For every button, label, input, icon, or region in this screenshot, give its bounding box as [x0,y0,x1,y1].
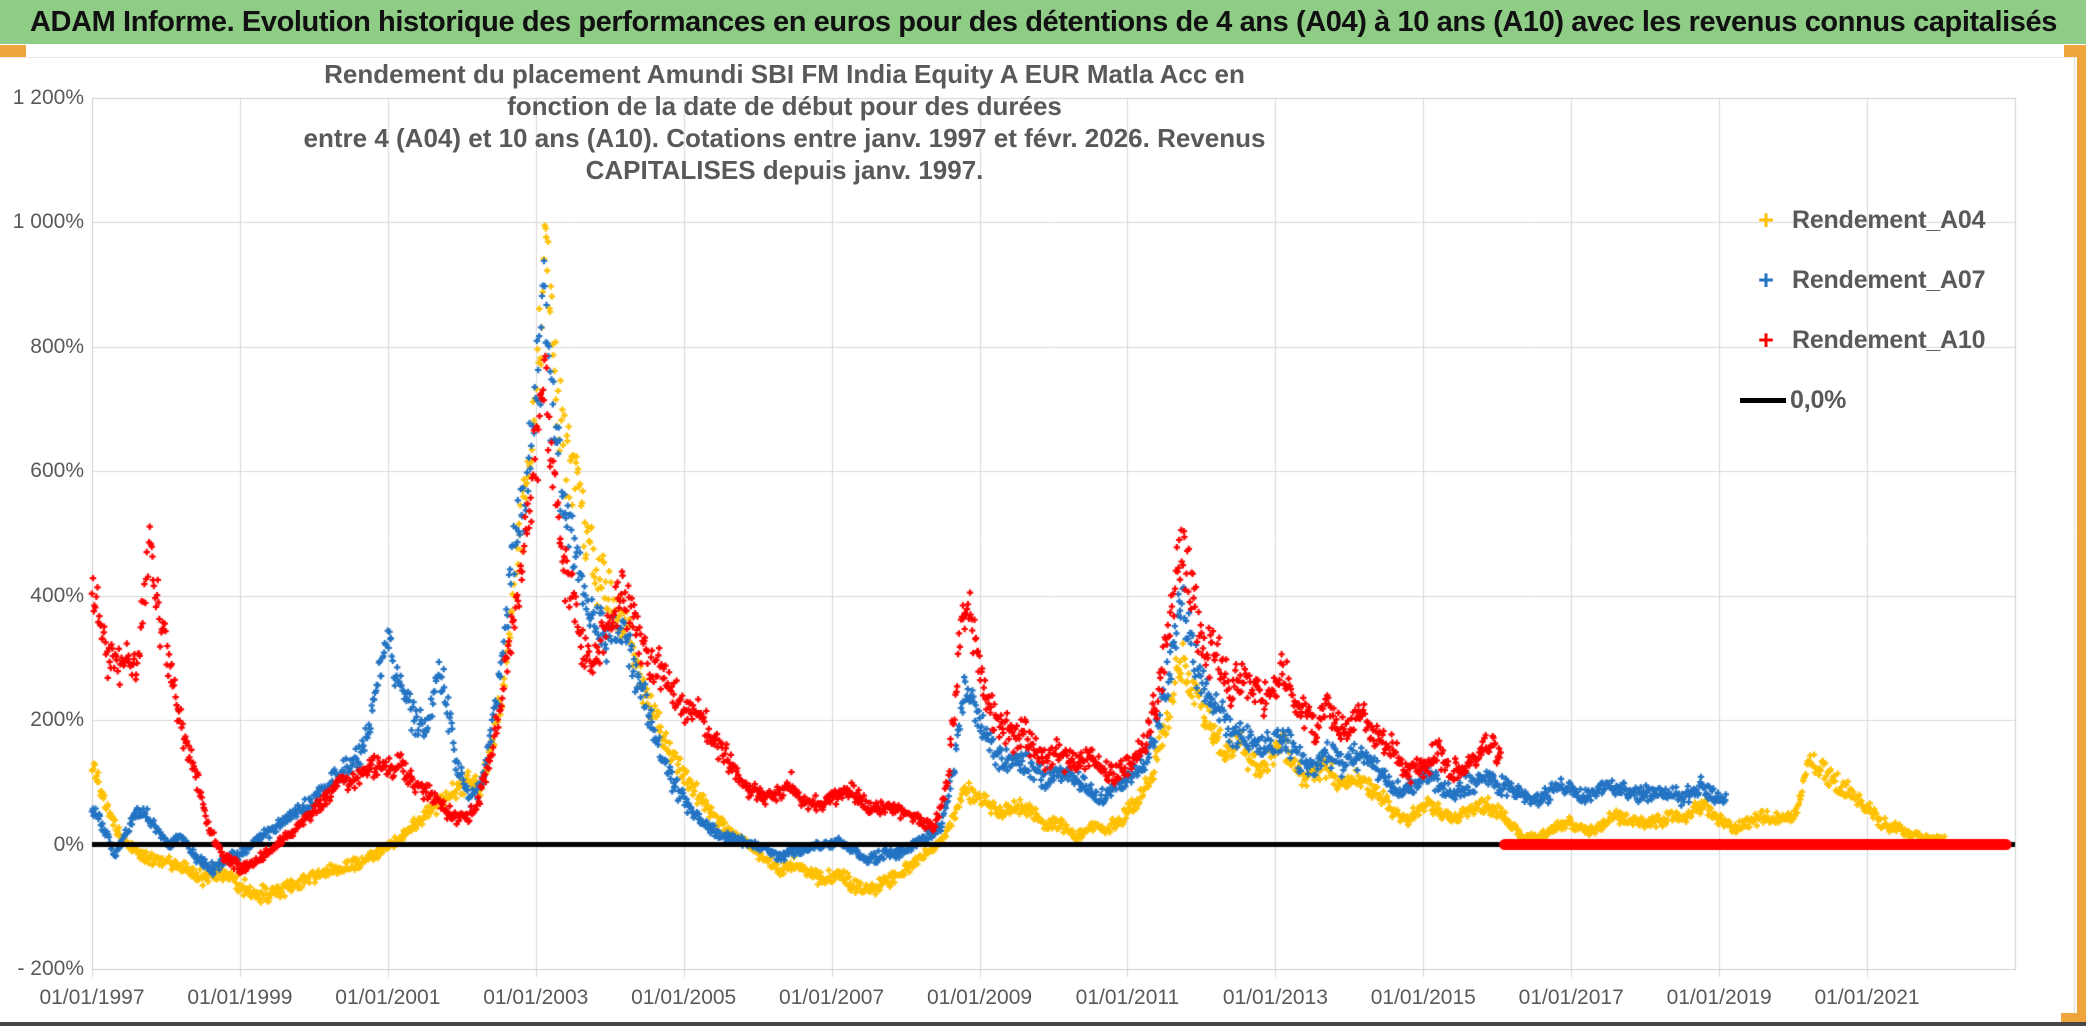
x-tick-label: 01/01/2003 [483,986,589,1009]
x-tick-label: 01/01/2021 [1814,986,1920,1009]
x-tick-label: 01/01/2013 [1222,986,1328,1009]
x-tick-label: 01/01/2005 [631,986,737,1009]
y-tick-label: 400% [30,583,84,607]
accent-bottom-right [2061,1013,2086,1023]
x-tick-label: 01/01/1999 [187,986,293,1009]
x-tick-label: 01/01/2019 [1666,986,1772,1009]
chart-title-line1: Rendement du placement Amundi SBI FM Ind… [324,59,1245,121]
y-tick-label: 0% [53,832,84,856]
legend-label: Rendement_A10 [1792,325,1986,354]
legend-plus-marker-icon: + [1758,264,1774,295]
legend-label: 0,0% [1790,385,1847,414]
y-tick-label: 1 200% [12,86,84,109]
window-title: ADAM Informe. Evolution historique des p… [30,5,2057,38]
x-tick-label: 01/01/2007 [779,986,885,1009]
chart-title-line2: entre 4 (A04) et 10 ans (A10). Cotations… [303,123,1266,185]
x-tick-label: 01/01/2011 [1075,986,1180,1009]
x-tick-label: 01/01/1997 [39,986,145,1009]
legend-line-marker-icon [1740,397,1786,403]
bottom-border [0,1022,2086,1026]
y-tick-label: 200% [30,708,84,732]
y-tick-label: 1 000% [12,210,84,234]
chart-title: Rendement du placement Amundi SBI FM Ind… [282,58,1287,186]
x-tick-label: 01/01/2017 [1518,986,1624,1009]
y-tick-label: 800% [30,334,84,358]
legend-item: + Rendement_A10 [1740,310,1985,370]
legend-plus-marker-icon: + [1758,324,1774,355]
legend: + Rendement_A04 + Rendement_A07 + Rendement_A… [1740,190,1986,430]
legend-item: + Rendement_A07 [1740,250,1985,310]
x-tick-label: 01/01/2009 [926,986,1033,1009]
legend-label: Rendement_A04 [1792,205,1986,234]
accent-right-border [2077,45,2086,1023]
x-tick-label: 01/01/2015 [1370,986,1476,1009]
legend-label: Rendement_A07 [1792,265,1986,294]
legend-plus-marker-icon: + [1758,204,1774,235]
header-strip [0,44,2086,58]
legend-item: 0,0% [1740,370,1985,430]
y-tick-label: 600% [30,459,84,483]
title-bar: ADAM Informe. Evolution historique des p… [0,0,2086,44]
y-tick-label: - 200% [17,957,84,980]
legend-item: + Rendement_A04 [1740,190,1985,250]
x-tick-label: 01/01/2001 [335,986,441,1009]
accent-top-left [0,45,26,57]
